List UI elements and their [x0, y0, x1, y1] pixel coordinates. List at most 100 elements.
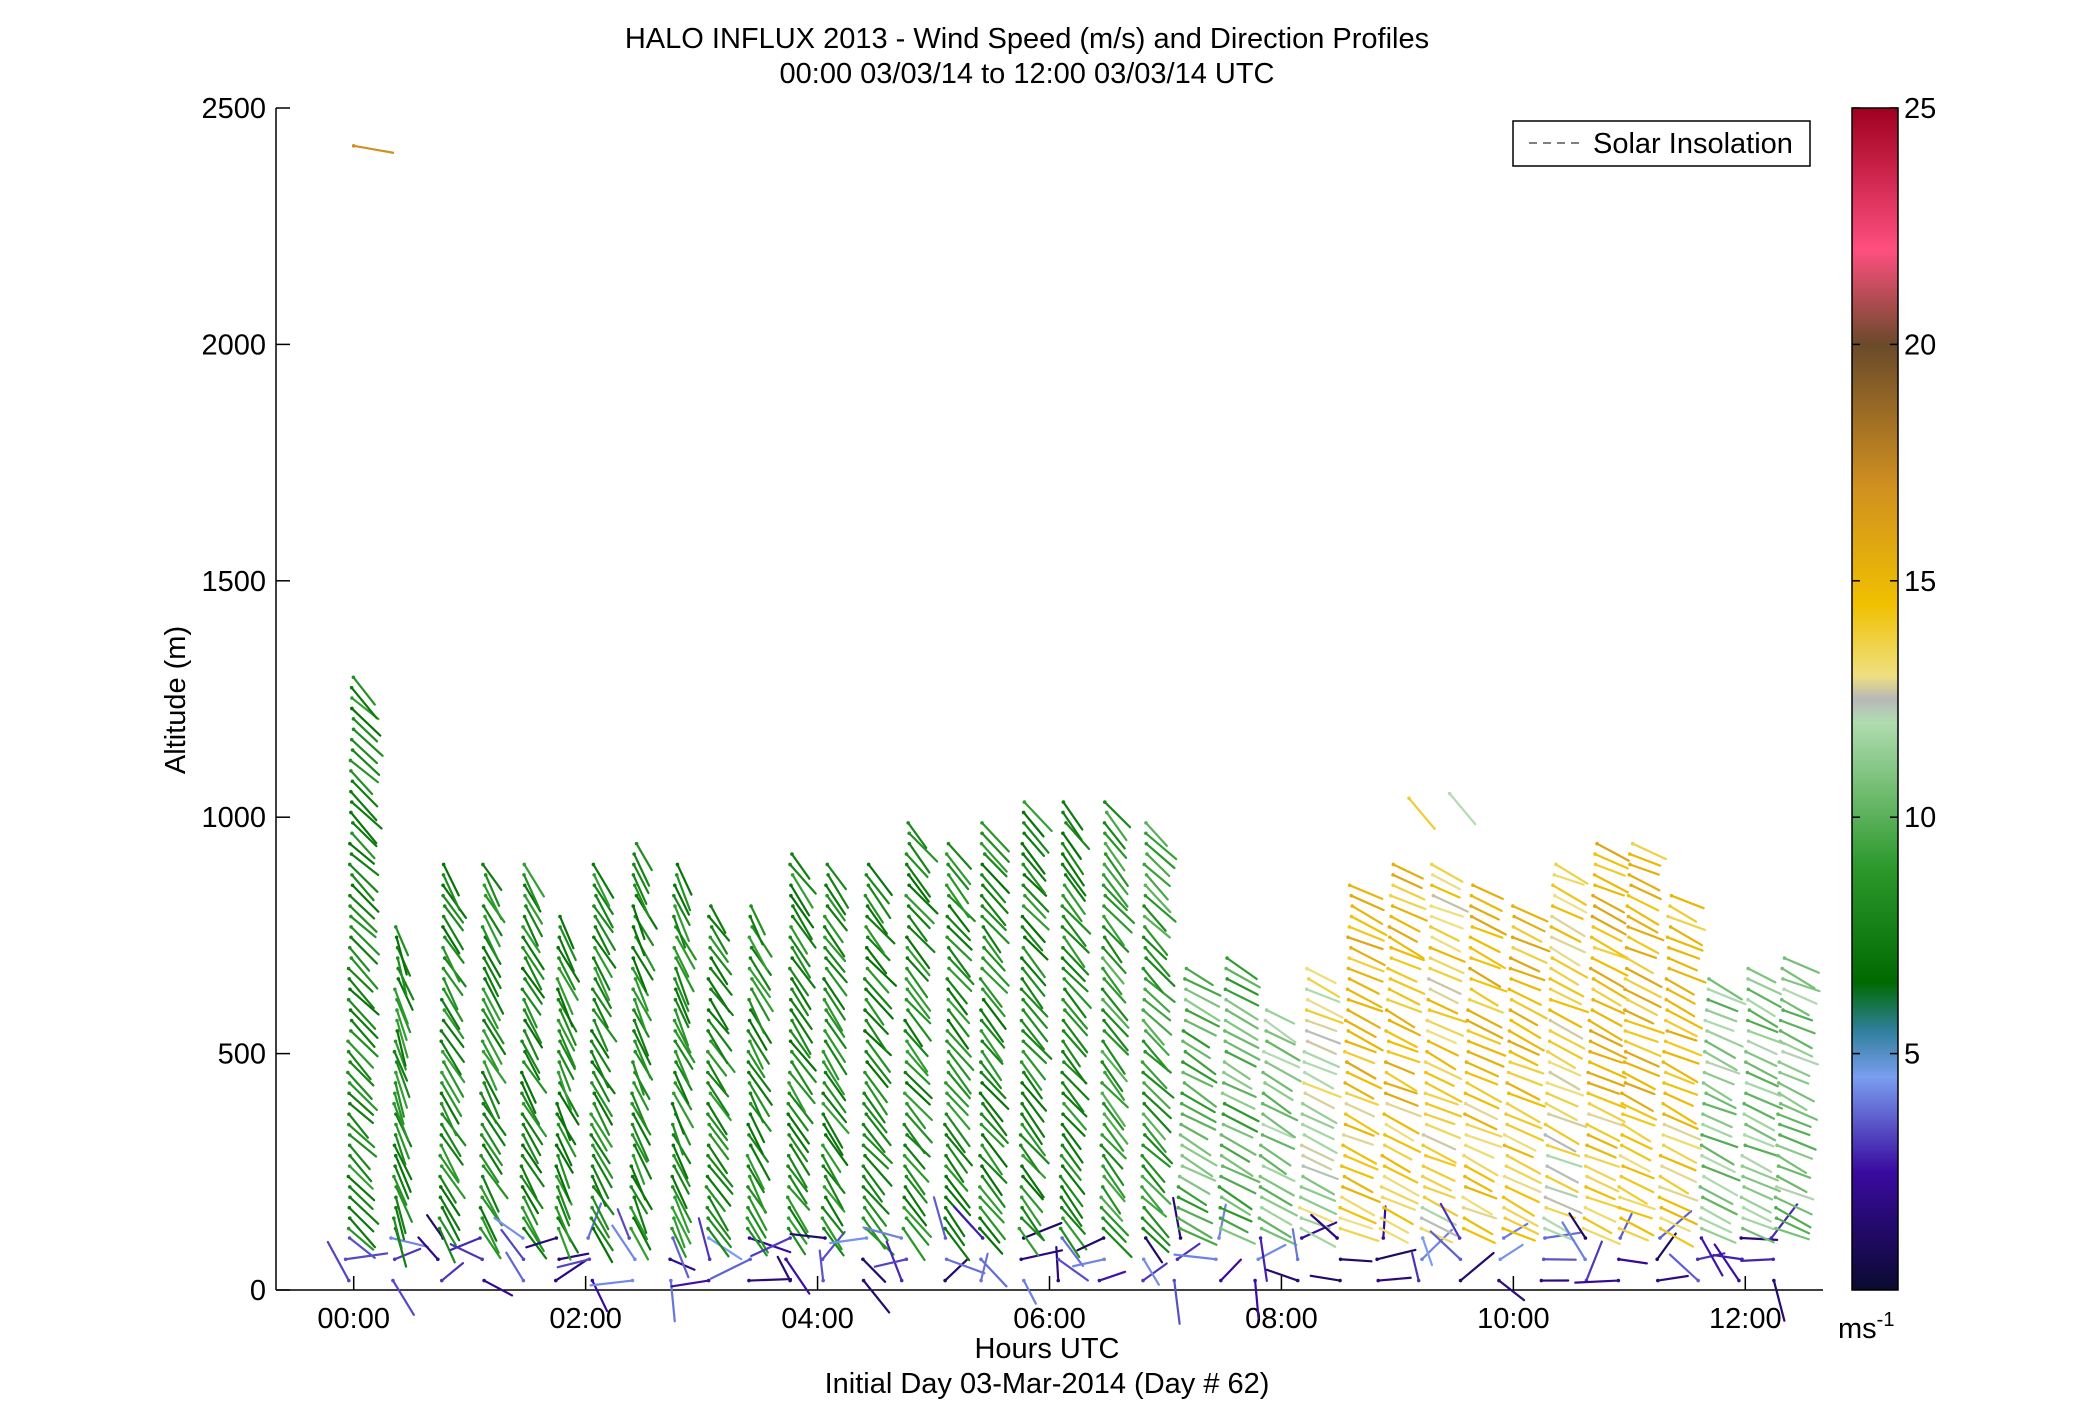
wind-barb	[790, 852, 811, 880]
wind-barb-dot	[1462, 1216, 1467, 1220]
wind-barb	[1309, 1274, 1342, 1282]
wind-barb	[1424, 1071, 1455, 1087]
wind-barb-dot	[1420, 1257, 1424, 1262]
wind-barb-dot	[822, 1122, 826, 1127]
wind-barb	[749, 904, 766, 936]
wind-barb	[1180, 1123, 1209, 1141]
wind-barb-dot	[1384, 1029, 1388, 1033]
wind-barb-dot	[1552, 873, 1557, 877]
wind-barb-dot	[349, 1029, 353, 1033]
wind-barb-dot	[1423, 1091, 1428, 1096]
wind-barb	[1176, 1242, 1201, 1261]
wind-barb-dot	[1424, 1101, 1429, 1106]
wind-barb	[393, 1144, 413, 1181]
wind-barb-dot	[1700, 1205, 1704, 1210]
wind-barb	[1021, 925, 1044, 952]
wind-barb-dot	[437, 1226, 442, 1231]
wind-barb-dot	[1301, 1174, 1305, 1179]
wind-barb-dot	[347, 1164, 352, 1168]
wind-barb-dot	[1465, 1081, 1469, 1085]
wind-barb-dot	[1773, 1195, 1778, 1200]
wind-barb-dot	[591, 1153, 596, 1158]
wind-barb-dot	[1382, 1112, 1387, 1116]
wind-barb	[1504, 1113, 1543, 1130]
wind-barb-dot	[630, 1133, 635, 1137]
wind-barb	[1184, 1019, 1217, 1037]
wind-barb-dot	[786, 1101, 791, 1106]
wind-barb	[1222, 1081, 1257, 1098]
wind-barb	[1061, 1123, 1082, 1151]
wind-barb-dot	[1144, 956, 1148, 960]
wind-barb-dot	[1180, 1164, 1185, 1168]
wind-barb	[593, 873, 611, 907]
wind-barb-dot	[707, 1122, 711, 1127]
wind-barb	[1628, 873, 1661, 892]
wind-barb	[1699, 1217, 1733, 1234]
wind-barb-dot	[391, 1278, 395, 1283]
wind-barb-dot	[1019, 1060, 1024, 1064]
wind-barb-dot	[1462, 1153, 1466, 1158]
wind-barb-dot	[1344, 1039, 1349, 1044]
wind-barb-dot	[1101, 925, 1106, 929]
wind-barb	[1588, 1102, 1626, 1123]
wind-barb	[394, 1123, 411, 1160]
wind-barb	[1586, 1123, 1621, 1143]
wind-barb-dot	[395, 956, 400, 960]
wind-barb	[438, 1227, 456, 1264]
wind-barb	[788, 1175, 808, 1205]
wind-barb-dot	[346, 1226, 351, 1231]
wind-barb	[1219, 1217, 1249, 1234]
wind-barb-dot	[1668, 904, 1672, 908]
wind-barb	[1463, 1175, 1493, 1193]
wind-barb	[633, 998, 647, 1032]
wind-barb	[349, 1009, 379, 1039]
wind-barb	[1061, 1050, 1087, 1085]
wind-barb	[1386, 967, 1418, 983]
wind-barb-dot	[863, 1153, 867, 1158]
wind-barb	[1101, 1185, 1122, 1215]
wind-barb	[1388, 936, 1425, 960]
wind-barb-dot	[823, 945, 827, 950]
wind-barb	[1510, 977, 1542, 992]
wind-barb-dot	[1221, 1122, 1226, 1127]
wind-barb	[1020, 988, 1049, 1018]
wind-barb	[558, 1040, 576, 1071]
wind-barb	[1098, 1270, 1127, 1282]
wind-barb	[1020, 1185, 1044, 1214]
wind-barb	[1550, 925, 1582, 943]
wind-barb-dot	[903, 1029, 908, 1033]
wind-barb-dot	[1179, 1122, 1183, 1127]
wind-barb	[349, 1061, 375, 1087]
wind-barb	[946, 863, 970, 891]
wind-barb	[1063, 936, 1086, 968]
wind-barb	[1262, 1165, 1296, 1183]
x-axis-label: Hours UTC	[974, 1333, 1119, 1365]
wind-barb	[945, 1258, 986, 1275]
wind-barb-dot	[590, 1278, 595, 1283]
wind-barb	[674, 1061, 693, 1091]
wind-barb	[1350, 894, 1385, 912]
wind-barb-dot	[440, 1205, 445, 1210]
wind-barb	[947, 925, 973, 951]
wind-barb-dot	[904, 1060, 909, 1064]
wind-barb-dot	[1064, 821, 1068, 825]
wind-barb	[1184, 998, 1221, 1022]
wind-barb	[790, 1019, 812, 1056]
wind-barb-dot	[1101, 966, 1105, 971]
wind-barb-dot	[748, 1112, 753, 1116]
wind-barb	[1743, 1113, 1776, 1132]
wind-barb	[1705, 1009, 1738, 1023]
wind-barb-dot	[522, 1226, 526, 1231]
wind-barb-dot	[790, 852, 794, 856]
wind-barb-dot	[706, 1029, 710, 1033]
x-tick-label: 10:00	[1477, 1303, 1550, 1335]
wind-barb-dot	[522, 914, 527, 919]
wind-barb	[1300, 1221, 1338, 1240]
wind-barb	[1656, 1232, 1677, 1261]
wind-barb-dot	[1592, 945, 1597, 950]
wind-barb	[1022, 1009, 1049, 1043]
wind-barb	[746, 1206, 767, 1239]
wind-barb-dot	[672, 1164, 676, 1168]
wind-barb	[1305, 1029, 1341, 1045]
wind-barb-dot	[706, 1070, 710, 1075]
